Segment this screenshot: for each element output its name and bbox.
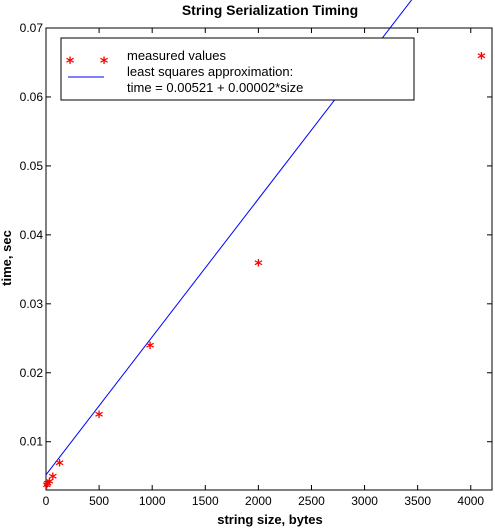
chart-title: String Serialization Timing [182,2,358,18]
scatter-point: * [45,474,54,493]
y-tick-label: 0.04 [20,228,44,242]
scatter-point: * [95,407,104,426]
y-axis-title: time, sec [0,230,14,286]
y-tick-label: 0.02 [20,366,44,380]
x-tick-label: 1500 [192,494,219,508]
scatter-point: * [43,477,52,496]
scatter-point: * [477,49,486,68]
x-tick-label: 1000 [139,494,166,508]
y-tick-label: 0.06 [20,90,44,104]
scatter-point: * [146,338,155,357]
plot-area: 0 500 1000 1500 2000 2500 3000 3500 4000 0.010.0… [20,0,493,508]
scatter-points-layer: ********* [43,49,487,497]
x-tick-label: 4000 [457,494,484,508]
legend-marker-star-1: * [66,53,75,72]
y-axis-ticks: 0.01 0.02 0.03 0.04 0.05 0.06 0.07 [20,21,492,449]
scatter-point: * [55,455,64,474]
x-tick-label: 500 [89,494,109,508]
scatter-point: * [254,255,263,274]
axes-frame [45,27,493,491]
y-tick-label: 0.05 [20,159,44,173]
y-tick-label: 0.01 [20,435,44,449]
x-tick-label: 2000 [245,494,272,508]
least-squares-line [45,0,413,476]
x-axis-ticks: 0 500 1000 1500 2000 2500 3000 3500 4000 [43,28,484,508]
x-tick-label: 3000 [351,494,378,508]
legend-box [60,37,415,101]
legend-label-measured: measured values [127,48,226,63]
x-tick-label: 2500 [298,494,325,508]
scatter-point: * [44,476,53,495]
y-tick-label: 0.07 [20,21,44,35]
x-tick-label: 3500 [404,494,431,508]
legend-label-fit: least squares approximation: [127,64,293,79]
x-tick-label: 0 [43,494,50,508]
legend: * * measured values least squares approx… [60,37,415,101]
fit-line-layer [45,0,413,476]
legend-label-fit-equation: time = 0.00521 + 0.00002*size [127,80,303,95]
legend-marker-star-2: * [100,53,109,72]
x-axis-title: string size, bytes [217,512,322,527]
y-tick-label: 0.03 [20,297,44,311]
scatter-point: * [49,469,58,488]
